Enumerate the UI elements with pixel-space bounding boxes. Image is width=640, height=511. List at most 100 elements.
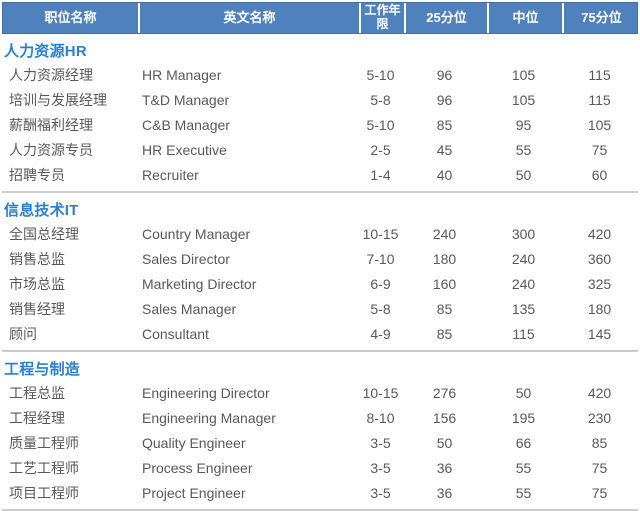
cell-median: 195 [511, 409, 536, 426]
section-rows: 工程总监 Engineering Director 10-15 276 50 4… [2, 380, 638, 505]
cell-p25: 276 [432, 384, 457, 401]
cell-p25: 180 [432, 250, 457, 267]
cell-years: 5-10 [366, 66, 395, 83]
cell-english-name: Quality Engineer [142, 434, 246, 451]
cell-english-name: T&D Manager [142, 91, 230, 108]
section-divider-line [2, 191, 638, 193]
cell-p25: 85 [436, 116, 453, 133]
cell-years: 6-9 [370, 275, 391, 292]
cell-median: 55 [515, 141, 532, 158]
cell-english-name: Process Engineer [142, 459, 253, 476]
table-row: 薪酬福利经理 C&B Manager 5-10 85 95 105 [2, 112, 638, 137]
cell-p75: 420 [587, 225, 612, 242]
cell-p25: 96 [436, 91, 453, 108]
cell-median: 135 [511, 300, 536, 317]
cell-p75: 115 [588, 91, 611, 108]
cell-median: 50 [515, 384, 532, 401]
cell-p25: 96 [436, 66, 453, 83]
cell-median: 115 [512, 325, 535, 342]
table-body: 人力资源HR 人力资源经理 HR Manager 5-10 96 105 115… [2, 39, 638, 511]
cell-years: 10-15 [362, 225, 399, 242]
table-row: 销售经理 Sales Manager 5-8 85 135 180 [2, 296, 638, 321]
cell-english-name: C&B Manager [142, 116, 230, 133]
cell-english-name: Consultant [142, 325, 209, 342]
cell-p25: 50 [436, 434, 453, 451]
cell-english-name: Engineering Director [142, 384, 270, 401]
cell-p25: 156 [432, 409, 457, 426]
cell-job-title: 薪酬福利经理 [9, 116, 93, 133]
table-row: 工程经理 Engineering Manager 8-10 156 195 23… [2, 405, 638, 430]
cell-years: 4-9 [370, 325, 391, 342]
cell-p25: 40 [436, 166, 453, 183]
cell-p25: 85 [436, 325, 453, 342]
cell-job-title: 培训与发展经理 [9, 91, 107, 108]
cell-job-title: 人力资源经理 [9, 66, 93, 83]
cell-english-name: Country Manager [142, 225, 251, 242]
cell-p25: 160 [432, 275, 457, 292]
cell-years: 3-5 [370, 484, 391, 501]
table-row: 工艺工程师 Process Engineer 3-5 36 55 75 [2, 455, 638, 480]
table-section: 信息技术IT 全国总经理 Country Manager 10-15 240 3… [2, 198, 638, 352]
cell-p75: 115 [588, 66, 611, 83]
cell-median: 55 [515, 484, 532, 501]
cell-median: 66 [515, 434, 532, 451]
table-section: 工程与制造 工程总监 Engineering Director 10-15 27… [2, 357, 638, 511]
cell-job-title: 工程总监 [9, 384, 65, 401]
cell-years: 5-8 [370, 300, 391, 317]
cell-job-title: 工艺工程师 [9, 459, 79, 476]
cell-median: 95 [515, 116, 532, 133]
cell-median: 240 [511, 275, 536, 292]
cell-job-title: 质量工程师 [9, 434, 79, 451]
cell-english-name: HR Executive [142, 141, 227, 158]
cell-english-name: Recruiter [142, 166, 199, 183]
cell-years: 10-15 [362, 384, 399, 401]
cell-job-title: 顾问 [9, 325, 37, 342]
table-row: 工程总监 Engineering Director 10-15 276 50 4… [2, 380, 638, 405]
table-row: 质量工程师 Quality Engineer 3-5 50 66 85 [2, 430, 638, 455]
cell-years: 7-10 [366, 250, 395, 267]
cell-job-title: 全国总经理 [9, 225, 79, 242]
cell-job-title: 销售总监 [9, 250, 65, 267]
cell-median: 105 [511, 91, 536, 108]
cell-job-title: 招聘专员 [9, 166, 65, 183]
cell-p75: 360 [587, 250, 612, 267]
cell-p75: 325 [587, 275, 612, 292]
cell-median: 300 [511, 225, 536, 242]
cell-p75: 85 [591, 434, 608, 451]
cell-years: 1-4 [370, 166, 391, 183]
cell-job-title: 销售经理 [9, 300, 65, 317]
cell-years: 5-8 [370, 91, 391, 108]
table-row: 市场总监 Marketing Director 6-9 160 240 325 [2, 271, 638, 296]
cell-job-title: 市场总监 [9, 275, 65, 292]
cell-english-name: Marketing Director [142, 275, 257, 292]
table-header-row: 职位名称 英文名称 工作年限 25分位 中位 75分位 [2, 2, 638, 34]
cell-median: 55 [515, 459, 532, 476]
cell-p75: 420 [587, 384, 612, 401]
column-header-median: 中位 [487, 3, 562, 33]
table-row: 销售总监 Sales Director 7-10 180 240 360 [2, 246, 638, 271]
cell-median: 50 [515, 166, 532, 183]
table-row: 人力资源专员 HR Executive 2-5 45 55 75 [2, 137, 638, 162]
table-section: 人力资源HR 人力资源经理 HR Manager 5-10 96 105 115… [2, 39, 638, 193]
section-title: 工程与制造 [4, 361, 81, 378]
column-header-job-title: 职位名称 [44, 9, 97, 25]
cell-p75: 105 [587, 116, 612, 133]
cell-median: 105 [511, 66, 536, 83]
cell-p25: 36 [436, 484, 453, 501]
cell-english-name: Sales Manager [142, 300, 237, 317]
cell-job-title: 人力资源专员 [9, 141, 93, 158]
cell-job-title: 工程经理 [9, 409, 65, 426]
column-header-p25: 25分位 [404, 3, 487, 33]
cell-p25: 36 [436, 459, 453, 476]
section-title: 信息技术IT [4, 202, 79, 219]
cell-years: 2-5 [370, 141, 391, 158]
column-header-years: 工作年限 [359, 3, 404, 33]
table-row: 培训与发展经理 T&D Manager 5-8 96 105 115 [2, 87, 638, 112]
table-row: 顾问 Consultant 4-9 85 115 145 [2, 321, 638, 346]
table-row: 项目工程师 Project Engineer 3-5 36 55 75 [2, 480, 638, 505]
table-row: 招聘专员 Recruiter 1-4 40 50 60 [2, 162, 638, 187]
cell-p75: 60 [591, 166, 608, 183]
section-rows: 全国总经理 Country Manager 10-15 240 300 420 … [2, 221, 638, 346]
